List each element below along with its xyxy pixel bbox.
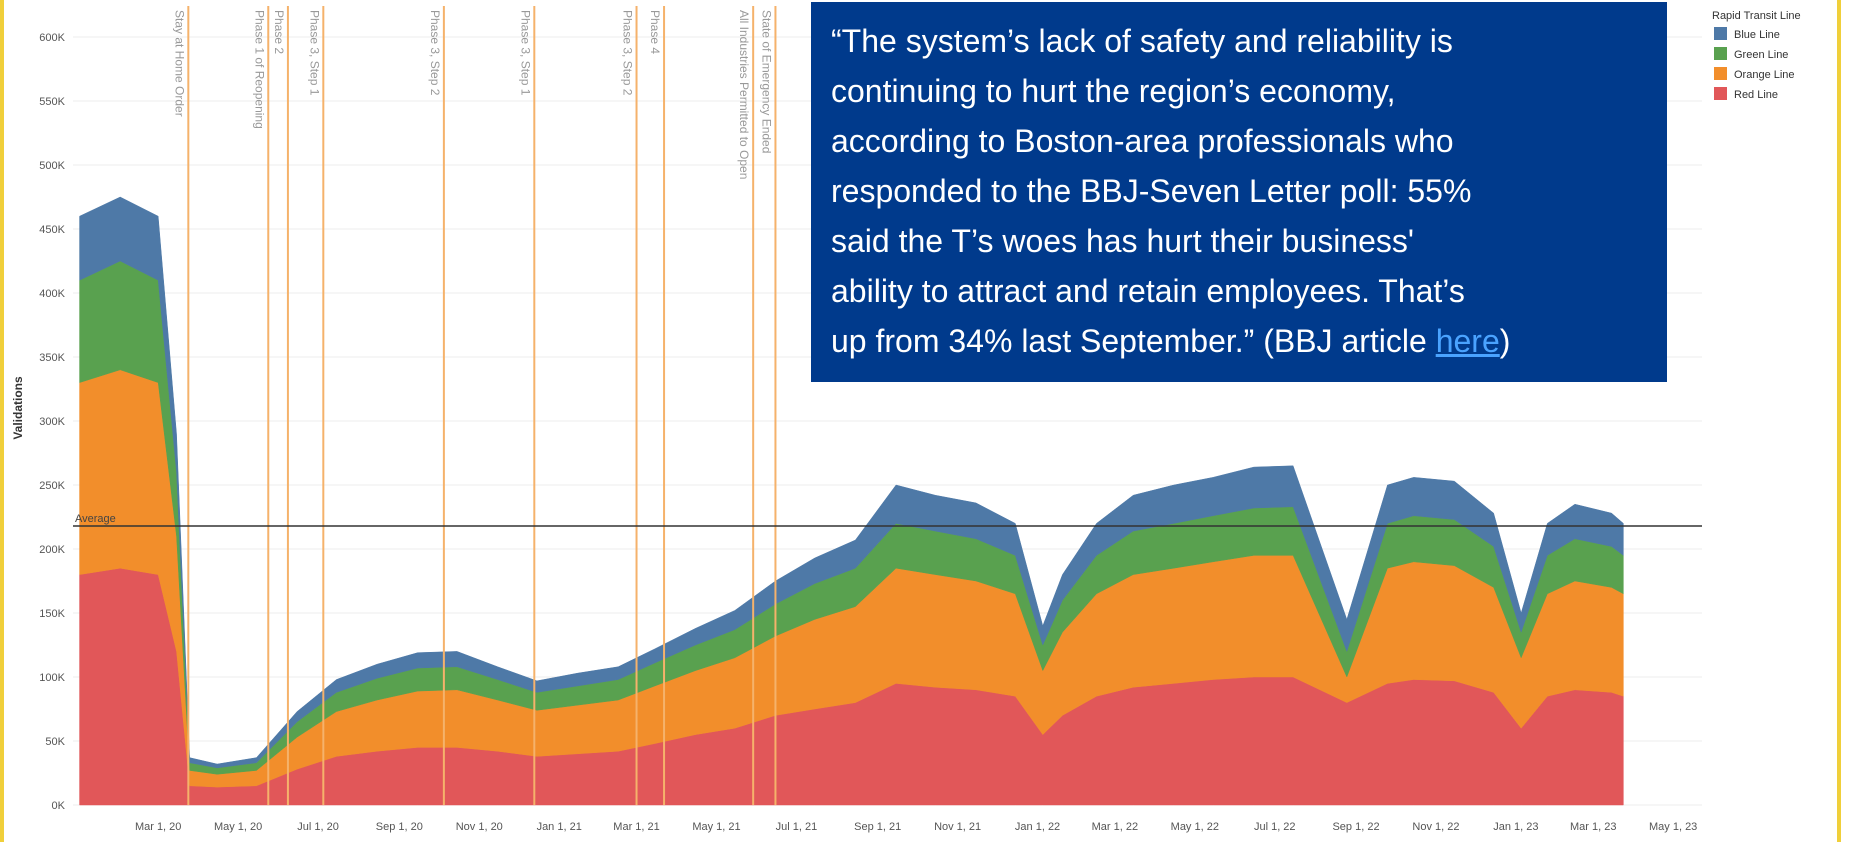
x-tick-label: Jan 1, 22 [1015, 821, 1060, 833]
y-tick-label: 450K [39, 224, 65, 236]
quote-line-row: continuing to hurt the region’s economy, [831, 66, 1647, 116]
x-tick-label: Nov 1, 21 [934, 821, 981, 833]
quote-line-row: responded to the BBJ-Seven Letter poll: … [831, 166, 1647, 216]
y-tick-label: 400K [39, 288, 65, 300]
x-tick-label: Nov 1, 20 [456, 821, 503, 833]
x-tick-label: Jul 1, 20 [297, 821, 339, 833]
y-tick-label: 350K [39, 352, 65, 364]
event-label: Phase 3, Step 2 [428, 10, 442, 96]
y-axis-label: Validations [11, 376, 25, 440]
x-tick-label: May 1, 21 [692, 821, 740, 833]
y-tick-label: 600K [39, 32, 65, 44]
y-tick-label: 250K [39, 480, 65, 492]
x-tick-label: May 1, 20 [214, 821, 262, 833]
quote-line-row: said the T’s woes has hurt their busines… [831, 216, 1647, 266]
legend-swatch [1714, 27, 1727, 40]
event-label: Phase 3, Step 1 [518, 10, 532, 96]
quote-line: responded to the BBJ-Seven Letter poll: … [831, 173, 1472, 209]
event-label: Stay at Home Order [172, 10, 186, 117]
x-tick-label: Mar 1, 21 [613, 821, 659, 833]
quote-line: according to Boston-area professionals w… [831, 123, 1454, 159]
x-tick-label: Jul 1, 21 [776, 821, 818, 833]
article-link[interactable]: here [1435, 323, 1500, 359]
quote-line: said the T’s woes has hurt their busines… [831, 223, 1415, 259]
x-tick-label: Sep 1, 21 [854, 821, 901, 833]
x-tick-label: Jan 1, 23 [1493, 821, 1538, 833]
y-tick-label: 50K [45, 736, 65, 748]
quote-line-row: ability to attract and retain employees.… [831, 266, 1647, 316]
y-tick-label: 150K [39, 608, 65, 620]
x-tick-label: Nov 1, 22 [1412, 821, 1459, 833]
area [79, 196, 1624, 769]
average-label: Average [75, 513, 116, 525]
x-tick-label: Sep 1, 20 [376, 821, 423, 833]
event-label: State of Emergency Ended [759, 10, 773, 153]
left-border [0, 0, 4, 842]
quote-end: ) [1499, 323, 1511, 359]
x-tick-label: Mar 1, 23 [1570, 821, 1616, 833]
y-tick-label: 100K [39, 672, 65, 684]
event-label: Phase 4 [648, 10, 662, 54]
x-tick-label: Mar 1, 22 [1092, 821, 1138, 833]
quote-line: continuing to hurt the region’s economy, [831, 73, 1396, 109]
y-tick-label: 500K [39, 160, 65, 172]
event-label: All Industries Permitted to Open [737, 10, 751, 179]
event-label: Phase 3, Step 2 [621, 10, 635, 96]
event-label: Phase 3, Step 1 [307, 10, 321, 96]
x-tick-label: Jul 1, 22 [1254, 821, 1296, 833]
quote-line: ability to attract and retain employees.… [831, 273, 1465, 309]
legend-title: Rapid Transit Line [1712, 10, 1801, 22]
x-tick-label: Sep 1, 22 [1332, 821, 1379, 833]
quote-line: “The system’s lack of safety and reliabi… [831, 23, 1453, 59]
legend-label: Blue Line [1734, 29, 1780, 41]
quote-line-row: up from 34% last September.” (BBJ articl… [831, 316, 1647, 366]
quote-line-row: according to Boston-area professionals w… [831, 116, 1647, 166]
event-label: Phase 1 of Reopening [252, 10, 266, 129]
legend-swatch [1714, 87, 1727, 100]
y-tick-label: 0K [52, 800, 66, 812]
legend-swatch [1714, 67, 1727, 80]
x-tick-label: Jan 1, 21 [537, 821, 582, 833]
quote-box: “The system’s lack of safety and reliabi… [811, 2, 1667, 382]
quote-line-row: “The system’s lack of safety and reliabi… [831, 16, 1647, 66]
x-tick-label: May 1, 23 [1649, 821, 1697, 833]
quote-line: up from 34% last September.” (BBJ articl… [831, 323, 1436, 359]
legend-swatch [1714, 47, 1727, 60]
y-tick-label: 200K [39, 544, 65, 556]
legend-label: Red Line [1734, 89, 1778, 101]
x-tick-label: Mar 1, 20 [135, 821, 181, 833]
event-label: Phase 2 [272, 10, 286, 54]
legend-label: Green Line [1734, 49, 1788, 61]
right-border [1837, 0, 1841, 842]
y-tick-label: 300K [39, 416, 65, 428]
legend-label: Orange Line [1734, 69, 1795, 81]
y-tick-label: 550K [39, 96, 65, 108]
x-tick-label: May 1, 22 [1171, 821, 1219, 833]
